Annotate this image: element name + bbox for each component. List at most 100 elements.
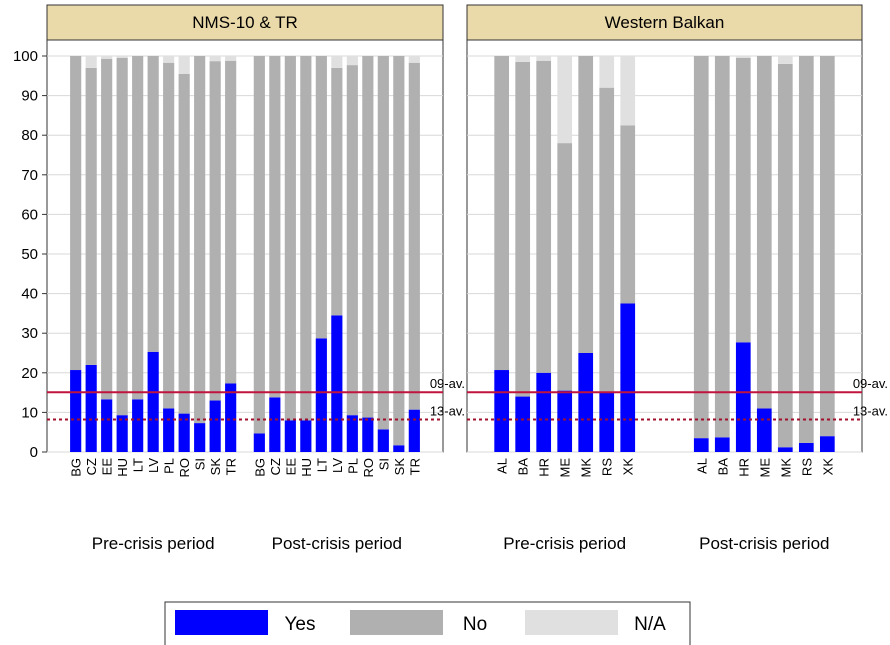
bar-segment <box>85 364 97 452</box>
bar-segment <box>735 56 751 58</box>
legend-swatch <box>525 610 618 635</box>
legend-label: Yes <box>285 614 316 635</box>
bar-segment <box>209 400 221 452</box>
bar-segment <box>735 57 751 343</box>
bar-segment <box>536 60 552 373</box>
bar-segment <box>557 143 573 391</box>
x-tick-label: MK <box>579 458 594 478</box>
x-tick-label: SK <box>208 458 223 476</box>
bar-segment <box>300 420 312 452</box>
bar-segment <box>408 56 420 63</box>
legend-swatch <box>350 610 443 635</box>
bar-segment <box>147 351 159 452</box>
bar-segment <box>578 353 594 452</box>
bar-segment <box>331 56 343 68</box>
bar-segment <box>225 60 237 384</box>
bar-segment <box>209 56 221 62</box>
y-tick-label: 70 <box>21 167 38 184</box>
group-label: Pre-crisis period <box>92 534 215 553</box>
legend-label: No <box>463 614 487 635</box>
x-tick-label: HR <box>537 458 552 477</box>
x-tick-label: HU <box>115 458 130 477</box>
bar-segment <box>225 56 237 61</box>
bar-segment <box>178 413 190 452</box>
y-tick-label: 30 <box>21 325 38 342</box>
y-tick-label: 10 <box>21 404 38 421</box>
bar-segment <box>557 390 573 452</box>
bar-segment <box>163 408 175 452</box>
x-tick-label: SK <box>392 458 407 476</box>
x-tick-label: RO <box>177 458 192 478</box>
bar-segment <box>599 87 615 392</box>
bar-segment <box>515 56 531 62</box>
x-tick-label: SI <box>193 458 208 470</box>
bar-segment <box>777 447 793 452</box>
panel-header <box>46 4 444 41</box>
x-tick-label: LT <box>314 458 329 472</box>
bar-segment <box>269 397 281 452</box>
bar-segment <box>70 370 82 452</box>
bar-segment <box>620 125 636 304</box>
x-tick-label: RS <box>600 458 615 476</box>
reference-label: 09-av. <box>430 376 465 391</box>
reference-label: 09-av. <box>853 376 888 391</box>
x-tick-label: LT <box>131 458 146 472</box>
panel-title: NMS-10 & TR <box>192 13 298 32</box>
x-tick-label: LV <box>330 458 345 473</box>
y-tick-label: 40 <box>21 286 38 303</box>
x-tick-label: SI <box>376 458 391 470</box>
x-tick-label: ME <box>558 458 573 478</box>
bar-segment <box>777 63 793 448</box>
bar-segment <box>147 56 159 352</box>
bar-segment <box>346 415 358 452</box>
x-tick-label: EE <box>100 458 115 476</box>
bar-segment <box>536 372 552 452</box>
x-tick-label: CZ <box>84 458 99 475</box>
x-tick-label: BA <box>516 458 531 476</box>
bar-segment <box>331 67 343 316</box>
y-tick-label: 0 <box>30 444 38 461</box>
reference-label: 13-av. <box>853 404 888 419</box>
bar-segment <box>620 56 636 126</box>
bar-segment <box>116 56 128 58</box>
bar-segment <box>536 56 552 61</box>
bar-segment <box>599 56 615 88</box>
x-tick-label: LV <box>146 458 161 473</box>
bar-segment <box>377 429 389 452</box>
y-tick-label: 50 <box>21 246 38 263</box>
x-tick-label: TR <box>224 458 239 475</box>
group-label: Post-crisis period <box>272 534 402 553</box>
panel-header <box>466 4 863 41</box>
bar-segment <box>70 56 82 371</box>
x-tick-label: BG <box>252 458 267 477</box>
x-tick-label: ME <box>757 458 772 478</box>
bar-segment <box>284 56 296 421</box>
bar-segment <box>777 56 793 64</box>
bar-segment <box>819 56 835 437</box>
bar-segment <box>798 56 814 443</box>
bar-segment <box>408 409 420 452</box>
y-tick-label: 90 <box>21 88 38 105</box>
legend-swatch <box>175 610 268 635</box>
bar-segment <box>116 415 128 452</box>
y-tick-label: 80 <box>21 127 38 144</box>
bar-segment <box>362 56 374 418</box>
plot-frame <box>46 39 444 453</box>
bar-segment <box>163 62 175 409</box>
bar-segment <box>132 56 144 400</box>
bar-segment <box>315 56 327 339</box>
x-tick-label: PL <box>345 458 360 474</box>
x-tick-label: MK <box>778 458 793 478</box>
bar-segment <box>714 437 730 452</box>
bar-segment <box>284 420 296 452</box>
x-tick-label: AL <box>694 458 709 474</box>
bar-segment <box>101 58 113 400</box>
x-tick-label: TR <box>407 458 422 475</box>
bar-segment <box>756 56 772 409</box>
x-tick-label: BA <box>715 458 730 476</box>
bar-segment <box>798 442 814 452</box>
y-tick-label: 20 <box>21 365 38 382</box>
bar-segment <box>693 438 709 452</box>
bar-segment <box>315 338 327 452</box>
bar-segment <box>194 56 206 424</box>
